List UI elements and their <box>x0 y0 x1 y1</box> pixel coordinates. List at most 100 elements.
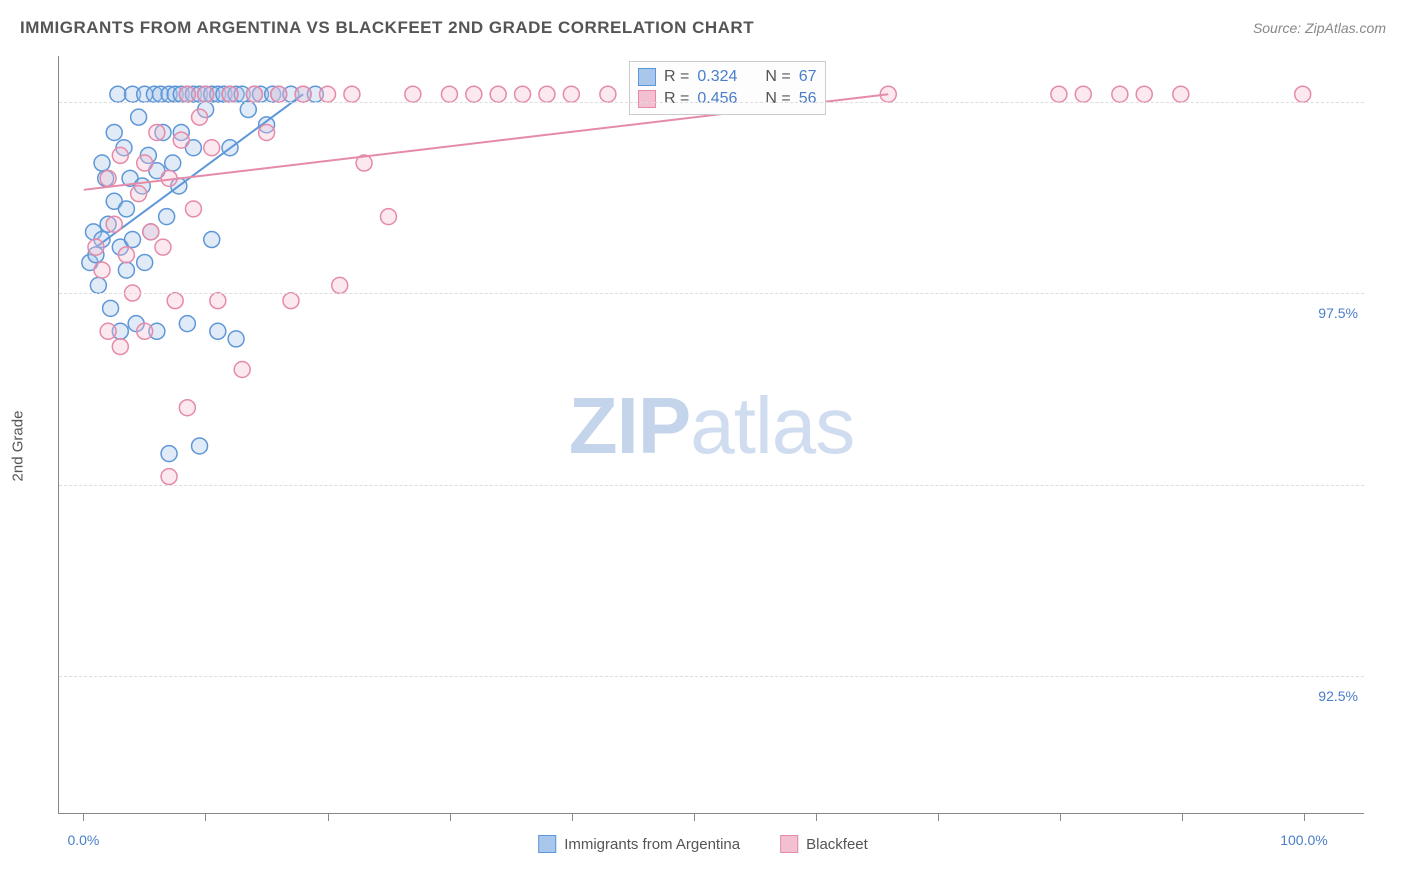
data-point <box>204 140 220 156</box>
data-point <box>1051 86 1067 102</box>
data-point <box>600 86 616 102</box>
data-point <box>1112 86 1128 102</box>
data-point <box>405 86 421 102</box>
data-point <box>246 86 262 102</box>
gridline-h <box>59 676 1364 677</box>
r-label: R = <box>664 90 689 108</box>
data-point <box>185 201 201 217</box>
gridline-h <box>59 293 1364 294</box>
gridline-h <box>59 485 1364 486</box>
data-point <box>94 155 110 171</box>
data-point <box>110 86 126 102</box>
data-point <box>100 323 116 339</box>
data-point <box>210 293 226 309</box>
legend-label: Blackfeet <box>806 836 868 853</box>
data-point <box>192 438 208 454</box>
data-point <box>179 86 195 102</box>
data-point <box>137 323 153 339</box>
n-label: N = <box>765 68 790 86</box>
source-label: Source: ZipAtlas.com <box>1253 20 1386 36</box>
data-point <box>179 400 195 416</box>
data-point <box>161 446 177 462</box>
legend-label: Immigrants from Argentina <box>564 836 740 853</box>
data-point <box>332 277 348 293</box>
data-point <box>295 86 311 102</box>
data-point <box>131 186 147 202</box>
data-point <box>563 86 579 102</box>
data-point <box>228 331 244 347</box>
data-point <box>137 155 153 171</box>
legend-stats-row: R =0.456N =56 <box>638 88 817 110</box>
data-point <box>490 86 506 102</box>
data-point <box>222 86 238 102</box>
data-point <box>380 209 396 225</box>
xtick <box>328 813 329 821</box>
xtick <box>83 813 84 821</box>
scatter-svg <box>59 56 1364 813</box>
xtick <box>938 813 939 821</box>
data-point <box>1075 86 1091 102</box>
data-point <box>234 362 250 378</box>
plot-area: ZIPatlas R =0.324N =67R =0.456N =56 92.5… <box>58 56 1364 814</box>
data-point <box>103 300 119 316</box>
gridline-h <box>59 102 1364 103</box>
xtick <box>572 813 573 821</box>
xtick <box>205 813 206 821</box>
data-point <box>155 239 171 255</box>
xtick <box>694 813 695 821</box>
data-point <box>320 86 336 102</box>
data-point <box>1173 86 1189 102</box>
r-value: 0.324 <box>697 68 737 86</box>
y-axis-label: 2nd Grade <box>10 411 27 482</box>
xtick <box>1060 813 1061 821</box>
legend-stats-row: R = 0.324 N = 67 <box>638 66 817 88</box>
data-point <box>143 224 159 240</box>
xtick-label: 100.0% <box>1280 832 1327 848</box>
ytick-label: 92.5% <box>1318 688 1358 704</box>
legend-item: Immigrants from Argentina <box>538 835 740 853</box>
data-point <box>100 170 116 186</box>
data-point <box>539 86 555 102</box>
legend-item: Blackfeet <box>780 835 868 853</box>
data-point <box>1295 86 1311 102</box>
data-point <box>90 277 106 293</box>
xtick <box>1304 813 1305 821</box>
data-point <box>112 339 128 355</box>
data-point <box>137 254 153 270</box>
data-point <box>198 86 214 102</box>
n-label: N = <box>765 90 790 108</box>
legend-stats-box: R =0.324N =67R =0.456N =56 <box>629 61 826 115</box>
data-point <box>204 232 220 248</box>
xtick <box>450 813 451 821</box>
data-point <box>106 124 122 140</box>
data-point <box>118 201 134 217</box>
xtick-label: 0.0% <box>67 832 99 848</box>
data-point <box>271 86 287 102</box>
data-point <box>344 86 360 102</box>
data-point <box>167 293 183 309</box>
data-point <box>165 155 181 171</box>
data-point <box>515 86 531 102</box>
data-point <box>88 239 104 255</box>
data-point <box>131 109 147 125</box>
xtick <box>1182 813 1183 821</box>
chart-title: IMMIGRANTS FROM ARGENTINA VS BLACKFEET 2… <box>20 18 754 38</box>
data-point <box>283 293 299 309</box>
data-point <box>259 124 275 140</box>
data-point <box>179 316 195 332</box>
data-point <box>1136 86 1152 102</box>
n-value: 67 <box>799 68 817 86</box>
data-point <box>94 262 110 278</box>
r-value: 0.456 <box>697 90 737 108</box>
legend-swatch <box>538 835 556 853</box>
r-label: R = <box>664 68 689 86</box>
data-point <box>118 247 134 263</box>
legend-swatch <box>780 835 798 853</box>
legend-bottom: Immigrants from Argentina Blackfeet <box>538 835 868 853</box>
data-point <box>149 124 165 140</box>
data-point <box>125 232 141 248</box>
data-point <box>441 86 457 102</box>
data-point <box>106 216 122 232</box>
data-point <box>161 469 177 485</box>
legend-swatch <box>638 68 656 86</box>
